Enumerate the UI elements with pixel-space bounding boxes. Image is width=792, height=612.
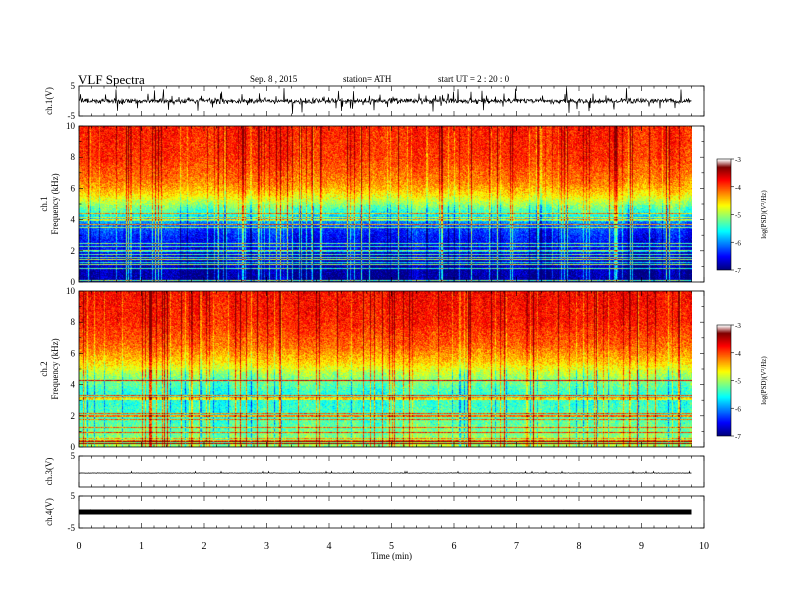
ch1-spectrogram-channel-label: ch.1	[39, 196, 49, 211]
ch2-spectrogram-channel-label: ch.2	[39, 361, 49, 376]
ch4-waveform-y-tick-label: 5	[71, 491, 76, 501]
x-tick-label: 6	[452, 541, 457, 552]
x-tick-label: 9	[639, 541, 644, 552]
colorbar-tick-label: -5	[735, 378, 741, 386]
colorbar-tick-label: -3	[735, 322, 741, 330]
ch4-waveform-panel: 5 -5 ch.4(V)	[44, 491, 705, 533]
colorbar-label: log(PSD)(V²/Hz)	[760, 190, 768, 239]
start-time-label: start UT = 2 : 20 : 0	[438, 74, 510, 84]
x-tick-label: 5	[389, 541, 394, 552]
ch3-waveform-panel: 5 ch.3(V)	[44, 451, 705, 488]
x-tick-label: 2	[202, 541, 207, 552]
colorbar-tick-label: -4	[735, 350, 741, 358]
ch4-waveform-trace-band	[79, 509, 692, 515]
ch2-colorbar: -3 -4 -5 -6 -7 log(PSD)(V²/Hz)	[716, 322, 768, 441]
time-axis: 0 1 2 3 4 5 6 7 8 9 10 Time (min)	[77, 541, 710, 561]
ch1-waveform-y-tick-label: 5	[71, 81, 76, 91]
ch2-spectrogram-y-tick-label: 2	[71, 411, 76, 421]
ch1-spectrogram-y-tick-label: 10	[66, 121, 76, 131]
ch2-spectrogram-y-tick-label: 0	[71, 442, 76, 452]
colorbar-tick-label: -3	[735, 156, 741, 164]
ch4-waveform-y-tick-label: -5	[68, 523, 76, 533]
ch3-waveform-trace	[78, 470, 692, 474]
ch1-spectrogram-y-tick-label: 2	[71, 246, 76, 256]
ch1-waveform-y-axis-label: ch.1(V)	[44, 87, 54, 115]
ch2-spectrogram-y-tick-label: 10	[66, 286, 76, 296]
colorbar-tick-label: -7	[735, 267, 741, 275]
ch4-waveform-y-axis-label: ch.4(V)	[44, 498, 54, 526]
ch2-spectrogram-y-tick-label: 4	[71, 380, 76, 390]
ch2-spectrogram-panel: 0 2 4 6 8 10 ch.2 Frequency (kHz)	[39, 286, 705, 452]
ch1-waveform-trace	[78, 88, 692, 114]
ch1-spectrogram-y-tick-label: 0	[71, 277, 76, 287]
ch2-spectrogram-image	[79, 291, 692, 447]
x-axis-label: Time (min)	[371, 551, 412, 561]
ch1-spectrogram-y-tick-label: 8	[71, 152, 76, 162]
date-label: Sep. 8 , 2015	[250, 74, 298, 84]
ch1-spectrogram-y-axis-label: Frequency (kHz)	[50, 173, 60, 234]
colorbar-tick-label: -6	[735, 405, 741, 413]
colorbar-tick-label: -5	[735, 212, 741, 220]
ch1-spectrogram-y-tick-label: 4	[71, 215, 76, 225]
colorbar-label: log(PSD)(V²/Hz)	[760, 356, 768, 405]
colorbar-tick-label: -7	[735, 433, 741, 441]
colorbar-tick-label: -6	[735, 239, 741, 247]
ch2-spectrogram-y-axis-label: Frequency (kHz)	[50, 338, 60, 399]
colorbar-gradient	[717, 159, 731, 270]
ch3-waveform-y-tick-label: 5	[71, 451, 76, 461]
colorbar-gradient	[717, 325, 731, 436]
ch1-colorbar: -3 -4 -5 -6 -7 log(PSD)(V²/Hz)	[716, 156, 768, 275]
ch1-spectrogram-y-tick-label: 6	[71, 183, 76, 193]
figure-header: VLF Spectra Sep. 8 , 2015 station= ATH s…	[78, 72, 510, 87]
x-tick-label: 1	[139, 541, 144, 552]
ch2-spectrogram-y-tick-label: 6	[71, 348, 76, 358]
x-tick-label: 0	[77, 541, 82, 552]
ch2-spectrogram-y-tick-label: 8	[71, 317, 76, 327]
figure-title: VLF Spectra	[78, 72, 145, 87]
x-tick-label: 10	[699, 541, 709, 552]
x-tick-label: 8	[577, 541, 582, 552]
x-tick-label: 4	[327, 541, 332, 552]
x-tick-label: 3	[264, 541, 269, 552]
colorbar-tick-label: -4	[735, 184, 741, 192]
x-tick-label: 7	[514, 541, 519, 552]
ch3-waveform-y-axis-label: ch.3(V)	[44, 458, 54, 486]
ch1-spectrogram-panel: 0 2 4 6 8 10 ch.1 Frequency (kHz)	[39, 121, 705, 287]
station-label: station= ATH	[343, 74, 392, 84]
ch1-spectrogram-image	[79, 126, 692, 282]
ch1-waveform-panel: 5 -5 ch.1(V)	[44, 81, 705, 121]
ch1-waveform-y-tick-label: -5	[68, 111, 76, 121]
